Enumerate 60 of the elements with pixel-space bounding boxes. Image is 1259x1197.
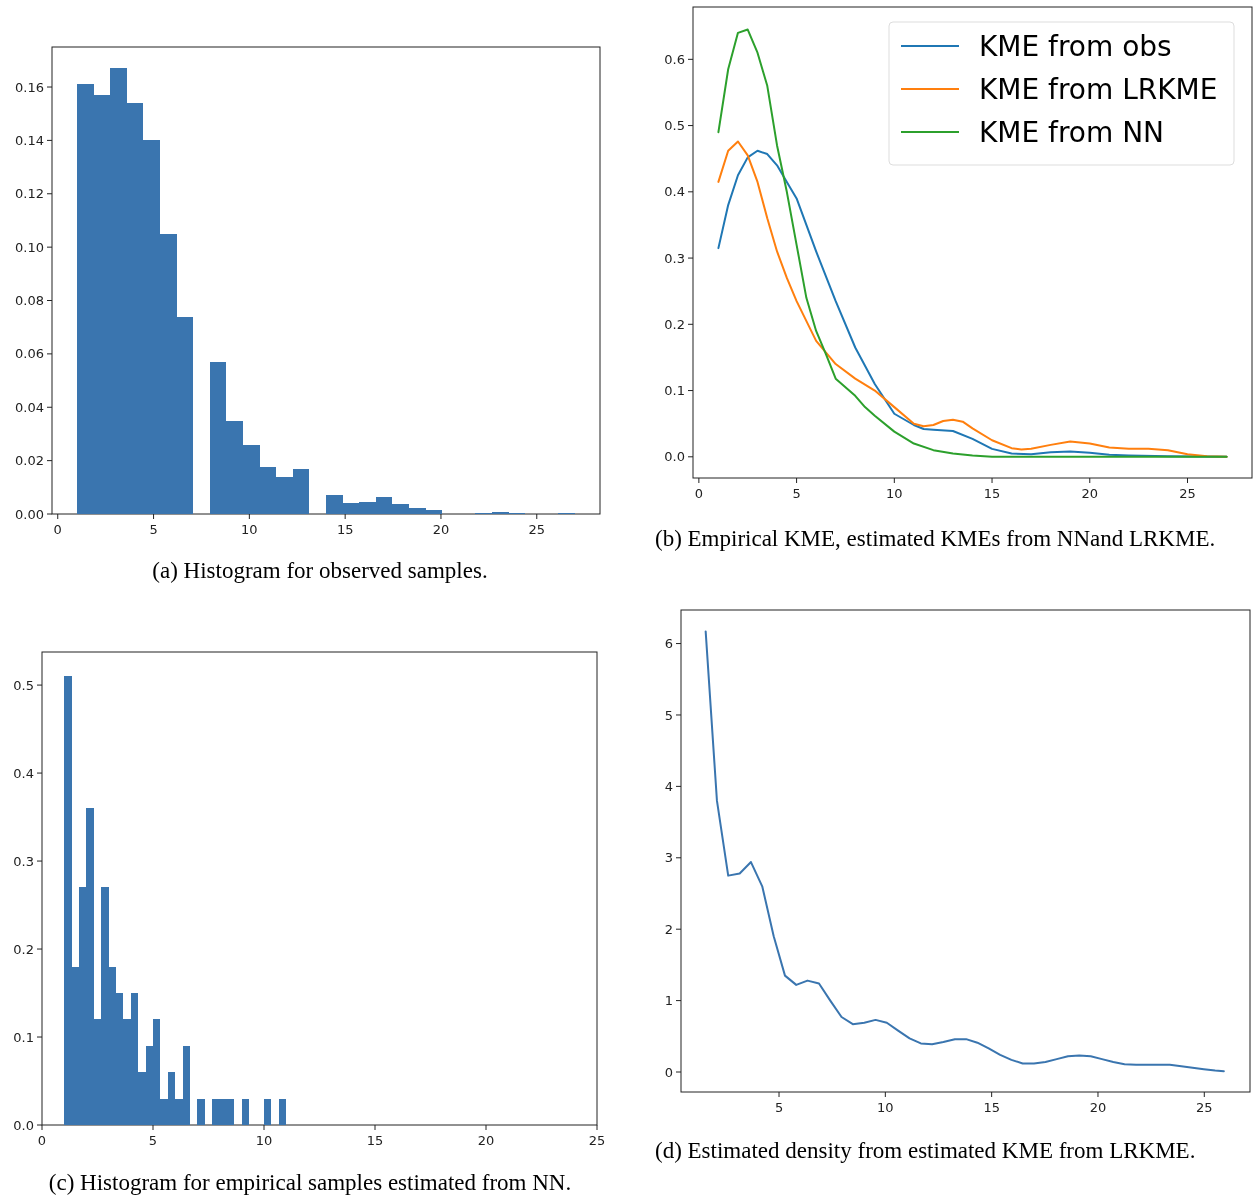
y-tick-label: 0.4 bbox=[664, 184, 685, 200]
y-tick-label: 5 bbox=[664, 707, 673, 723]
y-tick-label: 0.02 bbox=[15, 453, 44, 469]
x-tick-label: 25 bbox=[528, 522, 546, 537]
text: (c) Histogram for empirical samples estimated from NN. bbox=[48, 1170, 572, 1195]
x-tick-label: 5 bbox=[149, 522, 158, 537]
x-tick-label: 10 bbox=[255, 1133, 273, 1148]
y-tick-label: 2 bbox=[664, 921, 673, 937]
x-tick-label: 10 bbox=[886, 486, 903, 501]
x-tick-label: 10 bbox=[241, 522, 258, 537]
y-tick-label: 0.08 bbox=[15, 293, 44, 309]
x-tick-label: 5 bbox=[148, 1133, 158, 1148]
x-tick-label: 0 bbox=[694, 486, 703, 501]
x-tick-label: 25 bbox=[588, 1133, 606, 1148]
y-tick-label: 0.10 bbox=[15, 239, 44, 255]
x-tick-label: 0 bbox=[53, 522, 62, 537]
y-tick-label: 6 bbox=[664, 636, 673, 652]
y-tick-label: 1 bbox=[664, 993, 673, 1009]
y-tick-label: 0.6 bbox=[664, 51, 685, 67]
y-tick-label: 0.1 bbox=[664, 383, 685, 399]
x-tick-label: 25 bbox=[1196, 1100, 1213, 1115]
legend-label: KME from obs bbox=[979, 29, 1172, 63]
x-tick-label: 5 bbox=[774, 1100, 784, 1115]
y-tick-label: 0.04 bbox=[15, 399, 44, 415]
y-tick-label: 0.2 bbox=[664, 316, 685, 332]
x-tick-label: 15 bbox=[983, 486, 1001, 501]
x-tick-label: 20 bbox=[1089, 1100, 1107, 1115]
legend-label: KME from NN bbox=[979, 115, 1165, 149]
x-tick-label: 25 bbox=[1179, 486, 1196, 501]
y-tick-label: 0.06 bbox=[15, 346, 44, 362]
y-tick-label: 0.0 bbox=[664, 449, 685, 465]
y-tick-label: 0.0 bbox=[13, 1117, 34, 1133]
x-tick-label: 15 bbox=[983, 1100, 1000, 1115]
y-tick-label: 0.3 bbox=[13, 853, 34, 869]
y-tick-label: 0.2 bbox=[13, 941, 34, 957]
text: (a) Histogram for observed samples. bbox=[152, 558, 488, 583]
y-tick-label: 0 bbox=[664, 1064, 673, 1080]
text: (d) Estimated density from estimated KME from LRKME. bbox=[655, 1138, 1196, 1163]
y-tick-label: 0.5 bbox=[13, 677, 34, 693]
x-tick-label: 10 bbox=[877, 1100, 894, 1115]
y-tick-label: 0.00 bbox=[15, 506, 44, 522]
x-tick-label: 15 bbox=[336, 522, 354, 537]
line-series bbox=[717, 28, 1228, 458]
text: (b) Empirical KME, estimated KMEs from NNand LRKME. bbox=[655, 526, 1216, 551]
y-tick-label: 0.16 bbox=[15, 79, 44, 95]
y-tick-label: 0.12 bbox=[15, 186, 44, 202]
x-tick-label: 5 bbox=[792, 486, 801, 501]
x-tick-label: 15 bbox=[366, 1133, 384, 1148]
y-tick-label: 0.1 bbox=[13, 1029, 34, 1045]
x-tick-label: 20 bbox=[1081, 486, 1099, 501]
legend-label: KME from LRKME bbox=[979, 72, 1218, 106]
y-tick-label: 0.3 bbox=[664, 250, 685, 266]
y-tick-label: 4 bbox=[664, 778, 673, 794]
line-series bbox=[704, 630, 1225, 1073]
x-tick-label: 20 bbox=[432, 522, 450, 537]
y-tick-label: 0.4 bbox=[13, 765, 34, 781]
x-tick-label: 20 bbox=[477, 1133, 495, 1148]
y-tick-label: 0.14 bbox=[15, 132, 44, 148]
y-tick-label: 0.5 bbox=[664, 118, 685, 134]
y-tick-label: 3 bbox=[664, 850, 673, 866]
